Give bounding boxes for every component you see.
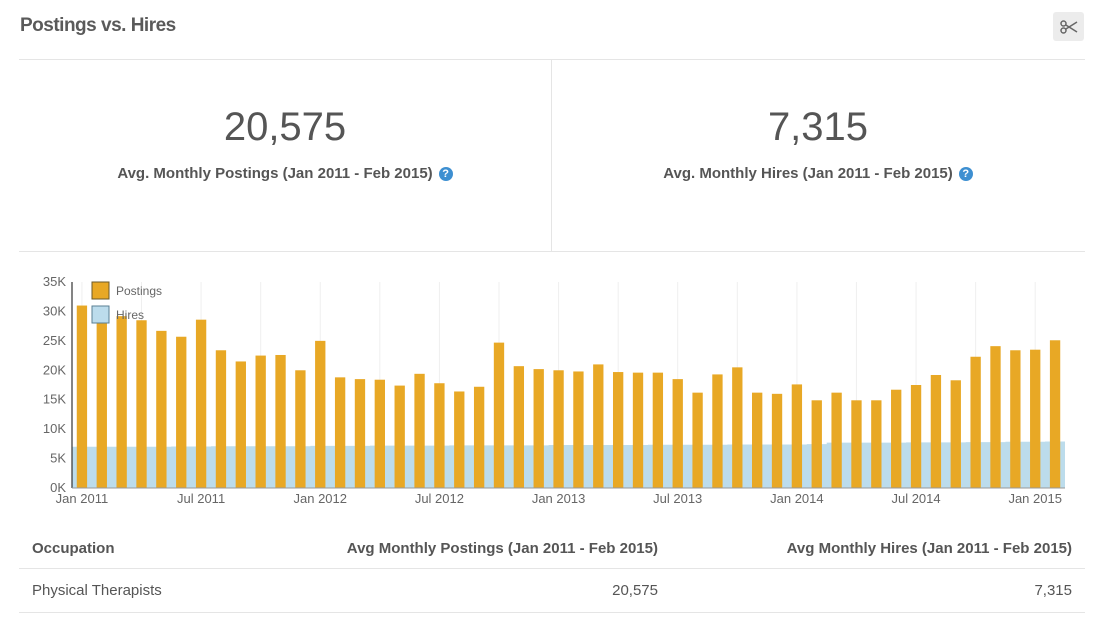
divider: [19, 59, 1085, 60]
postings-bar: [612, 372, 624, 488]
hires-label: Avg. Monthly Hires (Jan 2011 - Feb 2015): [663, 165, 953, 182]
divider: [19, 568, 1085, 569]
postings-bar: [76, 305, 88, 488]
postings-bar: [811, 400, 822, 488]
postings-value: 20,575: [223, 105, 347, 149]
postings-bar: [831, 392, 842, 488]
y-tick-label: 20K: [43, 362, 66, 377]
page-title: Postings vs. Hires: [20, 15, 176, 36]
postings-bar: [891, 389, 902, 488]
legend-swatch-hires: [91, 305, 110, 324]
postings-bar: [672, 379, 683, 488]
postings-bar: [394, 385, 405, 488]
x-tick-label: Jan 2013: [532, 491, 586, 506]
postings-bar: [632, 372, 644, 488]
divider-vertical: [551, 60, 552, 251]
postings-bar: [354, 379, 366, 488]
postings-bar: [493, 342, 505, 488]
scissors-icon: [1059, 19, 1077, 34]
postings-bar: [315, 340, 326, 488]
postings-stat: 20,575 Avg. Monthly Postings (Jan 2011 -…: [19, 105, 551, 182]
divider: [19, 612, 1085, 613]
postings-hires-chart: 0K 5K 10K 15K 20K 25K 30K 35K Jan 2011 Jul 2011 Ja…: [43, 274, 1065, 506]
postings-bar: [732, 367, 743, 488]
y-tick-label: 25K: [43, 333, 66, 348]
postings-bar: [96, 311, 107, 488]
postings-bar: [1010, 350, 1021, 488]
x-tick-label: Jan 2011: [56, 491, 109, 506]
postings-bar: [414, 373, 425, 488]
y-tick-label: 15K: [43, 392, 66, 407]
postings-bar: [235, 361, 246, 488]
postings-bar: [136, 320, 147, 488]
postings-bar: [215, 350, 227, 488]
postings-bar: [1030, 349, 1041, 488]
postings-bar: [334, 377, 346, 488]
postings-bar: [176, 336, 187, 488]
postings-bar: [513, 366, 525, 488]
postings-bar: [454, 391, 465, 488]
postings-bar: [910, 385, 922, 488]
y-tick-label: 10K: [43, 421, 66, 436]
postings-bar: [930, 374, 942, 488]
postings-bar: [434, 383, 445, 488]
x-tick-label: Jan 2015: [1008, 491, 1062, 506]
x-tick-label: Jul 2011: [177, 491, 225, 506]
postings-bar: [156, 330, 167, 488]
postings-bar: [851, 400, 862, 488]
x-tick-label: Jul 2014: [891, 491, 940, 506]
postings-label: Avg. Monthly Postings (Jan 2011 - Feb 20…: [117, 165, 433, 182]
legend-label-hires: Hires: [116, 308, 144, 322]
column-header-occupation: Occupation: [32, 540, 115, 557]
postings-bar: [652, 372, 664, 488]
x-tick-label: Jul 2012: [415, 491, 464, 506]
postings-bar: [573, 371, 584, 488]
y-tick-label: 35K: [43, 274, 66, 289]
postings-bar: [255, 355, 266, 488]
x-tick-label: Jan 2012: [294, 491, 348, 506]
y-tick-label: 30K: [43, 303, 66, 318]
table-row: Physical Therapists 20,575 7,315: [19, 569, 1085, 612]
x-tick-label: Jan 2014: [770, 491, 824, 506]
postings-bar: [116, 316, 127, 488]
postings-bar: [593, 364, 604, 488]
postings-bar: [533, 369, 544, 488]
postings-bar: [195, 319, 207, 488]
postings-bar: [752, 392, 763, 488]
table-header: Occupation Avg Monthly Postings (Jan 201…: [19, 530, 1085, 568]
postings-bar: [791, 384, 803, 488]
occupation-cell: Physical Therapists: [32, 582, 162, 599]
postings-bar: [990, 346, 1001, 488]
y-tick-label: 0K: [50, 480, 66, 495]
postings-bar: [970, 356, 981, 488]
postings-bar: [295, 370, 306, 488]
postings-cell: 20,575: [612, 582, 658, 599]
help-icon[interactable]: ?: [958, 166, 973, 181]
postings-bar: [771, 393, 783, 488]
postings-bar: [374, 379, 385, 488]
postings-bar: [871, 400, 882, 488]
hires-cell: 7,315: [1034, 582, 1072, 599]
postings-bar: [712, 374, 723, 488]
postings-bar: [473, 386, 485, 488]
postings-bar: [1049, 340, 1061, 488]
postings-bar: [950, 380, 961, 488]
x-tick-label: Jul 2013: [653, 491, 702, 506]
scissors-button[interactable]: [1053, 12, 1084, 41]
column-header-postings: Avg Monthly Postings (Jan 2011 - Feb 201…: [346, 540, 658, 557]
postings-bar: [553, 370, 564, 488]
postings-bar: [275, 354, 286, 488]
postings-bar: [692, 392, 703, 488]
legend-swatch-postings: [91, 281, 110, 300]
legend-label-postings: Postings: [116, 284, 162, 298]
hires-value: 7,315: [767, 105, 869, 149]
divider: [19, 251, 1085, 252]
help-icon[interactable]: ?: [438, 166, 453, 181]
y-tick-label: 5K: [50, 451, 66, 466]
hires-stat: 7,315 Avg. Monthly Hires (Jan 2011 - Feb…: [552, 105, 1084, 182]
column-header-hires: Avg Monthly Hires (Jan 2011 - Feb 2015): [786, 540, 1072, 557]
